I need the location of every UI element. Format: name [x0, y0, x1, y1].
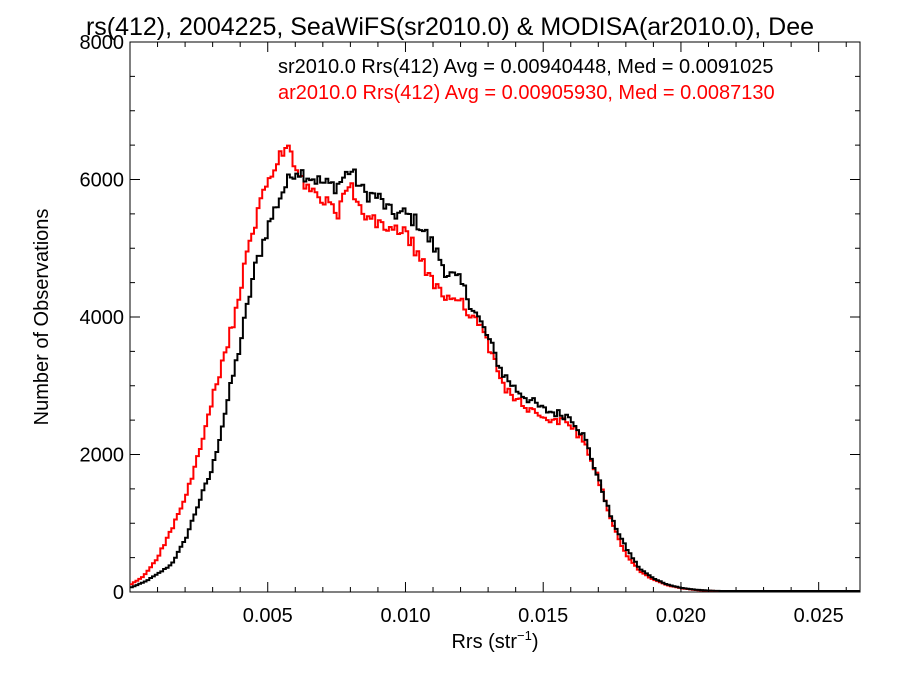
- x-axis-label-main: Rrs (str: [451, 631, 517, 653]
- x-tick-label: 0.015: [518, 605, 568, 627]
- legend-entry-sr2010: sr2010.0 Rrs(412) Avg = 0.00940448, Med …: [278, 56, 774, 78]
- plot-frame: [129, 41, 861, 593]
- x-tick-label: 0.005: [243, 605, 293, 627]
- series-layer: [130, 144, 860, 592]
- series-line-0: [130, 168, 860, 592]
- ticks-layer: 0.005 0.010 0.015 0.020 0.025 0 2000 4000 6000 80…: [80, 32, 860, 627]
- x-tick-label: 0.020: [656, 605, 706, 627]
- y-tick-label: 0: [113, 582, 124, 604]
- chart-title: rs(412), 2004225, SeaWiFS(sr2010.0) & MO…: [86, 13, 814, 41]
- x-axis-label-end: ): [532, 631, 539, 653]
- y-tick-label: 2000: [80, 445, 125, 467]
- y-axis-label: Number of Observations: [31, 209, 53, 426]
- legend-entry-ar2010: ar2010.0 Rrs(412) Avg = 0.00905930, Med …: [278, 82, 775, 104]
- x-axis-label-sup: −1: [517, 628, 532, 643]
- y-tick-label: 6000: [80, 170, 125, 192]
- x-tick-label: 0.025: [794, 605, 844, 627]
- y-tick-label: 4000: [80, 307, 125, 329]
- x-axis-label: Rrs (str−1): [451, 628, 538, 653]
- series-line-1: [130, 144, 860, 592]
- x-tick-label: 0.010: [380, 605, 430, 627]
- y-tick-label: 8000: [80, 32, 125, 54]
